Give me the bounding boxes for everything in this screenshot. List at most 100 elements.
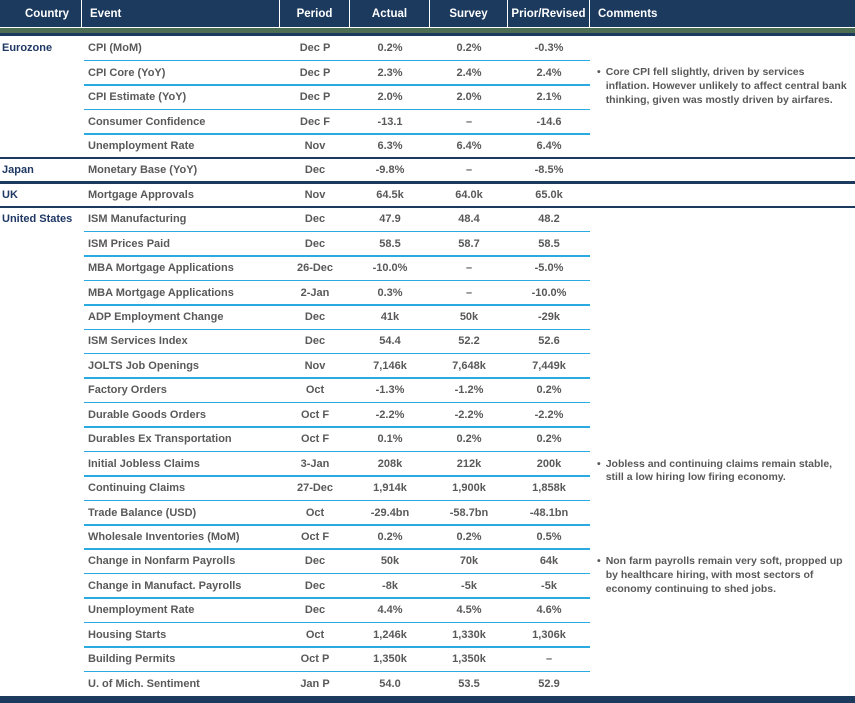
- table-row: United States ISM Manufacturing Dec 47.9 48.…: [0, 207, 855, 233]
- event-label: Factory Orders: [88, 384, 167, 397]
- group-divider-navy: [0, 181, 855, 184]
- survey-value: –: [465, 286, 473, 299]
- prior-value: –: [545, 653, 553, 666]
- table-row: Change in Nonfarm Payrolls Dec 50k 70k 64k: [0, 549, 855, 575]
- survey-value: 4.5%: [456, 604, 482, 617]
- row-divider-cyan: [84, 450, 590, 453]
- prior-value: 58.5: [538, 237, 560, 250]
- event-label: Consumer Confidence: [88, 115, 206, 128]
- prior-value: 200k: [536, 457, 562, 470]
- prior-value: 52.9: [538, 677, 560, 690]
- event-label: Unemployment Rate: [88, 139, 195, 152]
- prior-value: -10.0%: [531, 286, 567, 299]
- actual-value: -10.0%: [372, 262, 408, 275]
- comment-block: • Jobless and continuing claims remain st…: [597, 458, 849, 486]
- row-divider-cyan: [84, 597, 590, 599]
- period-value: Oct F: [300, 530, 330, 543]
- column-header-actual: Actual: [350, 0, 430, 27]
- prior-value: 0.2%: [536, 384, 562, 397]
- period-value: Dec P: [299, 91, 331, 104]
- prior-value: 1,858k: [532, 482, 566, 495]
- actual-value: 50k: [380, 555, 400, 568]
- row-divider-cyan: [84, 621, 590, 624]
- prior-value: -8.5%: [534, 164, 564, 177]
- comment-block: • Core CPI fell slightly, driven by servi…: [597, 66, 849, 108]
- table-body: Eurozone CPI (MoM) Dec P 0.2% 0.2% -0.3% CPI C…: [0, 36, 855, 696]
- event-label: Trade Balance (USD): [88, 506, 197, 519]
- event-label: Change in Manufact. Payrolls: [88, 579, 242, 592]
- event-label: Unemployment Rate: [88, 604, 195, 617]
- comment-text: Non farm payrolls remain very soft, prop…: [605, 555, 843, 596]
- table-row: Durable Goods Orders Oct F -2.2% -2.2% -2.2%: [0, 403, 855, 428]
- actual-value: 1,350k: [373, 653, 407, 666]
- table-row: ADP Employment Change Dec 41k 50k -29k: [0, 305, 855, 330]
- actual-value: -1.3%: [375, 384, 405, 397]
- table-row: Factory Orders Oct -1.3% -1.2% 0.2%: [0, 378, 855, 404]
- row-divider-cyan: [84, 524, 590, 526]
- actual-value: -13.1: [377, 115, 403, 128]
- prior-value: 65.0k: [535, 188, 563, 201]
- table-row: Trade Balance (USD) Oct -29.4bn -58.7bn -48.…: [0, 500, 855, 526]
- survey-value: 2.4%: [456, 66, 482, 79]
- comment-text: Core CPI fell slightly, driven by servic…: [605, 66, 847, 107]
- prior-value: 48.2: [538, 213, 560, 226]
- comment-text: Jobless and continuing claims remain sta…: [605, 457, 833, 484]
- period-value: 2-Jan: [300, 286, 330, 299]
- table-row: Consumer Confidence Dec F -13.1 – -14.6: [0, 109, 855, 135]
- period-value: Jan P: [300, 677, 330, 690]
- survey-value: 0.2%: [456, 433, 482, 446]
- event-label: Durables Ex Transportation: [88, 433, 232, 446]
- actual-value: 2.3%: [377, 66, 403, 79]
- survey-value: 50k: [459, 311, 479, 324]
- actual-value: 1,914k: [373, 482, 407, 495]
- event-label: Continuing Claims: [88, 482, 186, 495]
- row-divider-cyan: [84, 133, 590, 135]
- event-label: Change in Nonfarm Payrolls: [88, 555, 236, 568]
- row-divider-cyan: [84, 84, 590, 86]
- actual-value: 54.4: [379, 335, 401, 348]
- event-label: CPI Core (YoY): [88, 66, 166, 79]
- prior-value: 2.4%: [536, 66, 562, 79]
- column-header-prior-revised: Prior/Revised: [508, 0, 590, 27]
- row-divider-cyan: [84, 426, 590, 428]
- country-label: Japan: [2, 164, 34, 177]
- period-value: Dec P: [299, 42, 331, 55]
- period-value: Dec F: [300, 115, 330, 128]
- event-label: U. of Mich. Sentiment: [88, 677, 200, 690]
- event-label: ISM Prices Paid: [88, 237, 170, 250]
- actual-value: 64.5k: [376, 188, 404, 201]
- period-value: Oct: [305, 506, 325, 519]
- header-divider-white: [0, 27, 855, 28]
- actual-value: 7,146k: [373, 359, 407, 372]
- period-value: Dec: [304, 164, 326, 177]
- table-row: Durables Ex Transportation Oct F 0.1% 0.2% 0…: [0, 427, 855, 453]
- group-divider-navy: [0, 205, 855, 209]
- actual-value: -29.4bn: [370, 506, 410, 519]
- survey-value: 48.4: [458, 213, 480, 226]
- survey-value: 1,350k: [452, 653, 486, 666]
- survey-value: 64.0k: [455, 188, 483, 201]
- actual-value: 0.2%: [377, 530, 403, 543]
- table-row: Continuing Claims 27-Dec 1,914k 1,900k 1,858…: [0, 476, 855, 502]
- row-divider-cyan: [84, 401, 590, 404]
- bullet-icon: •: [597, 555, 601, 568]
- row-divider-cyan: [84, 646, 590, 648]
- table-row: Housing Starts Oct 1,246k 1,330k 1,306k: [0, 623, 855, 648]
- event-label: ADP Employment Change: [88, 311, 224, 324]
- survey-value: –: [465, 115, 473, 128]
- column-header-comments: Comments: [598, 7, 658, 20]
- survey-value: –: [465, 262, 473, 275]
- survey-value: -2.2%: [454, 408, 484, 421]
- prior-value: 1,306k: [532, 628, 566, 641]
- table-row: JOLTS Job Openings Nov 7,146k 7,648k 7,449k: [0, 354, 855, 379]
- prior-value: 6.4%: [536, 139, 562, 152]
- country-label: United States: [2, 213, 73, 226]
- event-label: CPI Estimate (YoY): [88, 91, 187, 104]
- bullet-icon: •: [597, 66, 601, 79]
- row-divider-cyan: [84, 572, 590, 575]
- header-divider-green: [0, 28, 855, 33]
- prior-value: 64k: [539, 555, 559, 568]
- period-value: Oct: [305, 628, 325, 641]
- actual-value: -8k: [382, 579, 398, 592]
